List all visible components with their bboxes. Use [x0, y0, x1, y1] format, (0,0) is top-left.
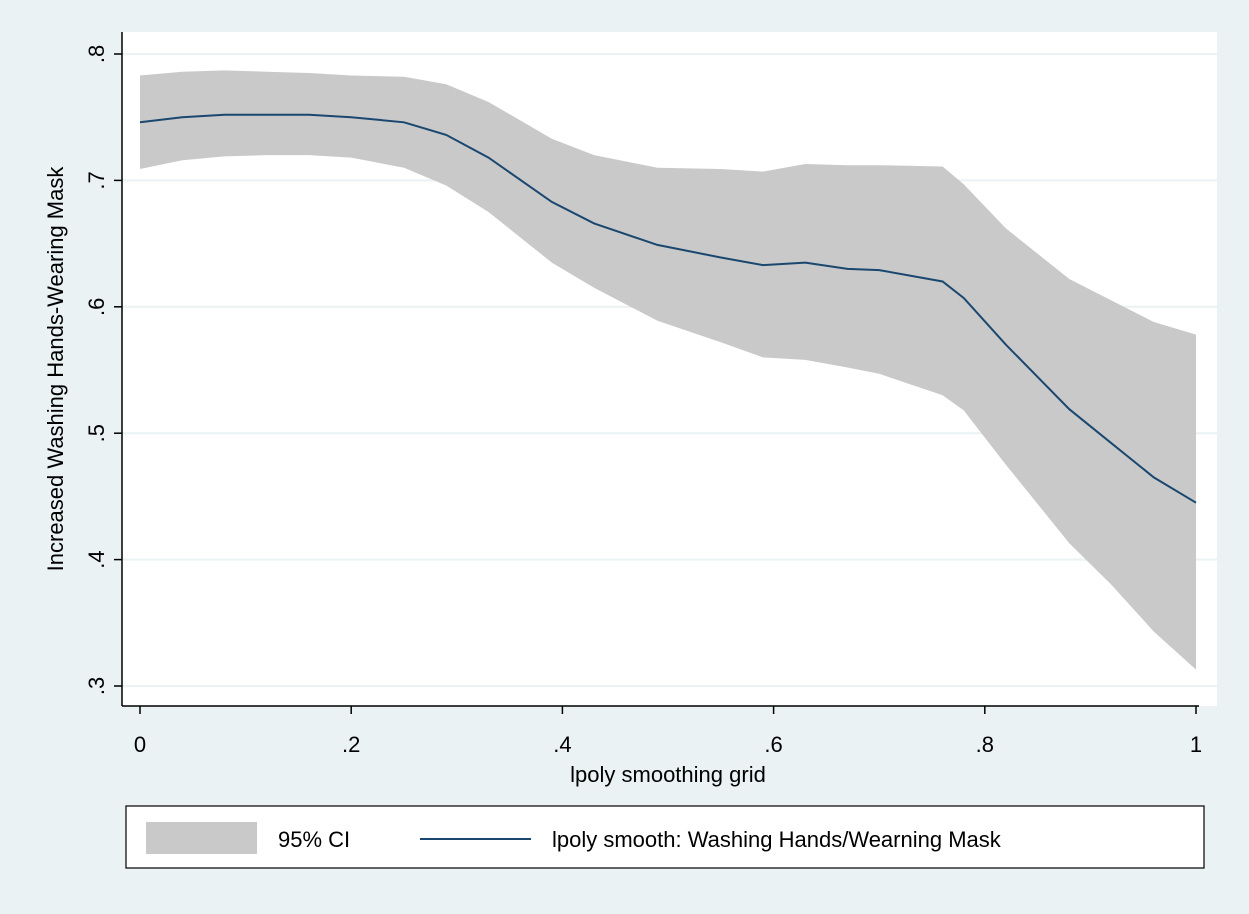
ci-band	[140, 70, 1196, 670]
y-axis-title: Increased Washing Hands-Wearing Mask	[43, 166, 68, 572]
y-tick-label-1: .4	[84, 550, 109, 568]
x-tick-label-4: .8	[976, 732, 994, 757]
y-tick-label-3: .6	[84, 298, 109, 316]
legend-box	[125, 805, 1205, 869]
x-axis-title: lpoly smoothing grid	[570, 762, 766, 787]
legend-line-label: lpoly smooth: Washing Hands/Wearning Mas…	[552, 827, 1002, 852]
x-tick-label-3: .6	[764, 732, 782, 757]
x-tick-label-2: .4	[553, 732, 571, 757]
smooth-line	[139, 113, 1197, 504]
y-tick-label-4: .7	[84, 171, 109, 189]
legend-ci-label: 95% CI	[278, 827, 350, 852]
axes: .3 .4 .5 .6 .7 .8 0 .2 .4 .6 .8 1	[84, 32, 1202, 757]
x-tick-label-1: .2	[342, 732, 360, 757]
x-tick-label-0: 0	[134, 732, 146, 757]
x-tick-label-5: 1	[1190, 732, 1202, 757]
legend-ci-swatch	[146, 822, 257, 854]
y-tick-label-0: .3	[84, 677, 109, 695]
legend: 95% CI lpoly smooth: Washing Hands/Wearn…	[125, 805, 1205, 869]
y-tick-label-2: .5	[84, 424, 109, 442]
y-tick-label-5: .8	[84, 45, 109, 63]
